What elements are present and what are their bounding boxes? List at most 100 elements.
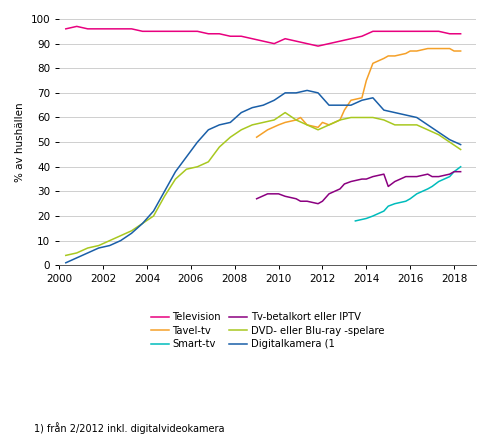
Digitalkamera (1 <box>315 90 321 95</box>
Digitalkamera (1 <box>260 102 266 108</box>
DVD- eller Blu-ray -spelare <box>238 127 244 133</box>
DVD- eller Blu-ray -spelare <box>118 233 124 238</box>
Smart-tv <box>363 216 369 221</box>
Tavel-tv <box>429 46 435 51</box>
Television <box>293 38 299 44</box>
DVD- eller Blu-ray -spelare <box>337 117 343 123</box>
Tv-betalkort eller IPTV <box>254 196 260 201</box>
Television <box>217 31 222 36</box>
Digitalkamera (1 <box>326 102 332 108</box>
Digitalkamera (1 <box>74 255 80 260</box>
Tv-betalkort eller IPTV <box>414 174 420 179</box>
Smart-tv <box>392 201 398 206</box>
Digitalkamera (1 <box>118 238 124 243</box>
Television <box>227 34 233 39</box>
Tv-betalkort eller IPTV <box>326 191 332 197</box>
Tavel-tv <box>275 122 281 127</box>
Tavel-tv <box>407 48 413 54</box>
Tavel-tv <box>265 127 271 133</box>
Smart-tv <box>353 218 358 224</box>
Television <box>447 31 453 36</box>
Y-axis label: % av hushällen: % av hushällen <box>15 102 25 182</box>
Television <box>403 29 409 34</box>
DVD- eller Blu-ray -spelare <box>370 115 376 120</box>
Digitalkamera (1 <box>392 110 398 115</box>
Digitalkamera (1 <box>139 221 145 226</box>
Digitalkamera (1 <box>381 108 387 113</box>
Digitalkamera (1 <box>151 208 157 214</box>
Digitalkamera (1 <box>205 127 211 133</box>
Tavel-tv <box>254 135 260 140</box>
Tv-betalkort eller IPTV <box>436 174 441 179</box>
Tavel-tv <box>282 120 288 125</box>
Tv-betalkort eller IPTV <box>458 169 464 174</box>
Tavel-tv <box>381 56 387 61</box>
DVD- eller Blu-ray -spelare <box>425 127 431 133</box>
Tv-betalkort eller IPTV <box>341 181 347 187</box>
Digitalkamera (1 <box>403 112 409 118</box>
Line: Digitalkamera (1: Digitalkamera (1 <box>66 90 461 263</box>
Digitalkamera (1 <box>282 90 288 95</box>
Tv-betalkort eller IPTV <box>337 186 343 191</box>
Tavel-tv <box>370 61 376 66</box>
DVD- eller Blu-ray -spelare <box>107 238 112 243</box>
Tv-betalkort eller IPTV <box>265 191 271 197</box>
Digitalkamera (1 <box>217 122 222 127</box>
Smart-tv <box>414 191 420 197</box>
Tavel-tv <box>315 125 321 130</box>
Tavel-tv <box>363 78 369 83</box>
Television <box>184 29 190 34</box>
Smart-tv <box>436 179 441 184</box>
Digitalkamera (1 <box>227 120 233 125</box>
Television <box>96 26 102 31</box>
Line: DVD- eller Blu-ray -spelare: DVD- eller Blu-ray -spelare <box>66 112 461 255</box>
Digitalkamera (1 <box>304 88 310 93</box>
DVD- eller Blu-ray -spelare <box>162 194 167 199</box>
Tv-betalkort eller IPTV <box>315 201 321 206</box>
Tv-betalkort eller IPTV <box>381 171 387 177</box>
Television <box>425 29 431 34</box>
Tv-betalkort eller IPTV <box>425 171 431 177</box>
Television <box>326 41 332 46</box>
Television <box>381 29 387 34</box>
Tavel-tv <box>403 51 409 56</box>
Tv-betalkort eller IPTV <box>370 174 376 179</box>
Tavel-tv <box>447 46 453 51</box>
Tavel-tv <box>458 48 464 54</box>
Line: Television: Television <box>66 27 461 46</box>
Legend: Television, Tavel-tv, Smart-tv, Tv-betalkort eller IPTV, DVD- eller Blu-ray -spe: Television, Tavel-tv, Smart-tv, Tv-betal… <box>151 312 384 349</box>
DVD- eller Blu-ray -spelare <box>436 132 441 137</box>
Tv-betalkort eller IPTV <box>392 179 398 184</box>
Television <box>162 29 167 34</box>
Television <box>194 29 200 34</box>
Tv-betalkort eller IPTV <box>320 199 326 204</box>
Television <box>107 26 112 31</box>
Tavel-tv <box>298 115 303 120</box>
Tavel-tv <box>385 53 391 58</box>
Smart-tv <box>425 186 431 191</box>
Tavel-tv <box>337 117 343 123</box>
Tavel-tv <box>436 46 441 51</box>
DVD- eller Blu-ray -spelare <box>359 115 365 120</box>
DVD- eller Blu-ray -spelare <box>151 213 157 218</box>
Television <box>172 29 178 34</box>
Television <box>315 44 321 49</box>
Digitalkamera (1 <box>184 154 190 160</box>
Digitalkamera (1 <box>96 245 102 251</box>
Tv-betalkort eller IPTV <box>282 194 288 199</box>
DVD- eller Blu-ray -spelare <box>326 122 332 127</box>
Digitalkamera (1 <box>271 98 277 103</box>
Tavel-tv <box>293 117 299 123</box>
Tavel-tv <box>414 48 420 54</box>
Television <box>129 26 135 31</box>
Tavel-tv <box>392 53 398 58</box>
DVD- eller Blu-ray -spelare <box>392 122 398 127</box>
Television <box>249 36 255 41</box>
Television <box>458 31 464 36</box>
DVD- eller Blu-ray -spelare <box>282 110 288 115</box>
DVD- eller Blu-ray -spelare <box>172 177 178 182</box>
Smart-tv <box>458 164 464 169</box>
Digitalkamera (1 <box>370 95 376 100</box>
Tv-betalkort eller IPTV <box>348 179 354 184</box>
DVD- eller Blu-ray -spelare <box>194 164 200 169</box>
